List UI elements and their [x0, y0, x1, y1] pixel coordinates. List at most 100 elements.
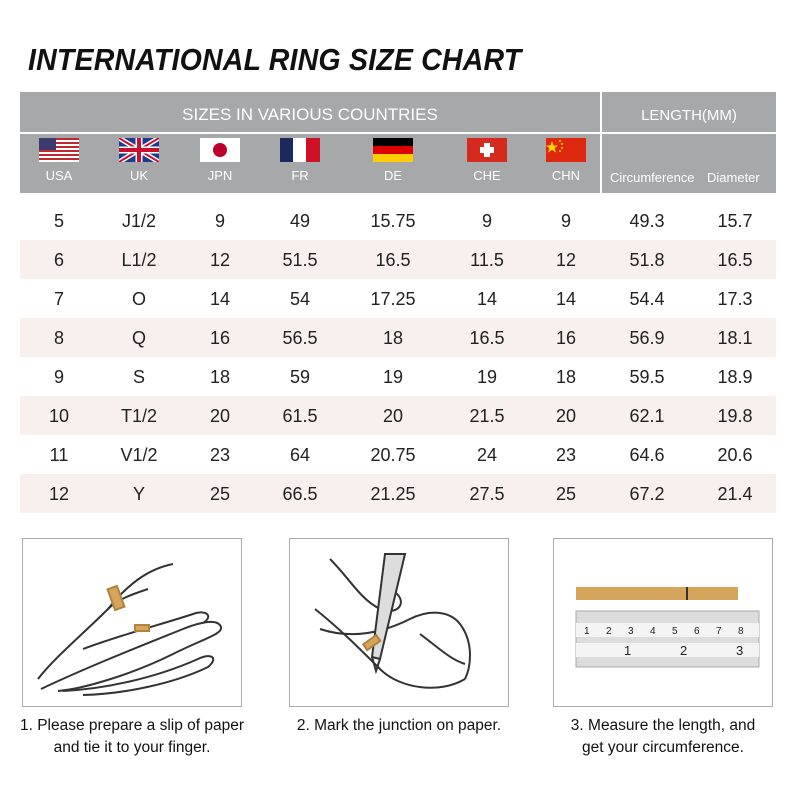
cell-circumference: 64.6	[629, 445, 665, 465]
table-row: 5 J1/2 9 49 15.75 9 9 49.3 15.7	[20, 201, 776, 240]
cell-chn: 12	[555, 250, 577, 270]
hand-with-paper-icon	[37, 563, 223, 696]
cell-chn: 25	[555, 484, 577, 504]
step-2-caption: 2. Mark the junction on paper.	[269, 715, 529, 737]
cell-jpn: 12	[209, 250, 231, 270]
cell-jpn: 9	[214, 211, 225, 231]
cell-de: 17.25	[370, 289, 416, 309]
country-jpn: JPN	[185, 138, 255, 183]
cell-diameter: 20.6	[717, 445, 753, 465]
cell-usa: 8	[53, 328, 64, 348]
cell-circumference: 49.3	[629, 211, 665, 231]
caption-line: 1. Please prepare a slip of paper	[19, 717, 245, 734]
country-fr: FR	[265, 138, 335, 183]
country-label: FR	[291, 168, 309, 183]
cell-circumference: 54.4	[629, 289, 665, 309]
cell-jpn: 18	[209, 367, 231, 387]
cell-uk: T1/2	[120, 406, 158, 426]
table-row: 8 Q 16 56.5 18 16.5 16 56.9 18.1	[20, 318, 776, 357]
cell-uk: Y	[132, 484, 145, 504]
cell-usa: 6	[53, 250, 64, 270]
cell-uk: O	[131, 289, 146, 309]
table-row: 12 Y 25 66.5 21.25 27.5 25 67.2 21.4	[20, 474, 776, 513]
cell-chn: 18	[555, 367, 577, 387]
cell-diameter: 18.9	[717, 367, 753, 387]
ruler-cm-label: 1	[584, 626, 590, 637]
us-flag-icon	[39, 138, 79, 162]
cell-uk: S	[132, 367, 145, 387]
switzerland-flag-icon	[467, 138, 507, 162]
ruler-cm-label: 8	[738, 626, 744, 637]
cell-de: 21.25	[370, 484, 416, 504]
cell-chn: 23	[555, 445, 577, 465]
cell-uk: Q	[131, 328, 146, 348]
cell-fr: 49	[289, 211, 311, 231]
step-3-caption: 3. Measure the length, and get your circu…	[533, 715, 793, 759]
cell-fr: 54	[289, 289, 311, 309]
germany-flag-icon	[373, 138, 413, 162]
country-uk: UK	[104, 138, 174, 183]
cell-chn: 14	[555, 289, 577, 309]
cell-fr: 59	[289, 367, 311, 387]
cell-jpn: 23	[209, 445, 231, 465]
cell-jpn: 25	[209, 484, 231, 504]
cell-chn: 20	[555, 406, 577, 426]
cell-che: 27.5	[469, 484, 505, 504]
japan-flag-icon	[200, 138, 240, 162]
table-row: 10 T1/2 20 61.5 20 21.5 20 62.1 19.8	[20, 396, 776, 435]
ruler-cm-label: 7	[716, 626, 722, 637]
circumference-label: Circumference	[610, 170, 695, 185]
table-header: SIZES IN VARIOUS COUNTRIES LENGTH(MM) US…	[20, 92, 776, 193]
cell-circumference: 67.2	[629, 484, 665, 504]
country-chn: CHN	[531, 138, 601, 183]
length-heading: LENGTH(MM)	[641, 107, 737, 124]
cell-uk: L1/2	[121, 250, 157, 270]
cell-jpn: 20	[209, 406, 231, 426]
page-title: INTERNATIONAL RING SIZE CHART	[28, 42, 522, 77]
marking-pen-icon	[314, 553, 471, 689]
cell-diameter: 21.4	[717, 484, 753, 504]
country-label: DE	[383, 168, 403, 183]
cell-usa: 11	[49, 445, 69, 465]
ruler-cm-label: 3	[628, 626, 634, 637]
cell-fr: 51.5	[282, 250, 318, 270]
ruler-cm-label: 2	[606, 626, 612, 637]
cell-diameter: 17.3	[717, 289, 753, 309]
paper-strip	[576, 587, 738, 600]
cell-de: 16.5	[375, 250, 411, 270]
caption-line: 3. Measure the length, and	[570, 717, 756, 734]
country-label: CHE	[473, 168, 501, 183]
china-flag-icon	[546, 138, 586, 162]
cell-jpn: 14	[209, 289, 231, 309]
cell-circumference: 56.9	[629, 328, 665, 348]
country-che: CHE	[452, 138, 522, 183]
country-de: DE	[358, 138, 428, 183]
country-label: UK	[129, 168, 149, 183]
country-label: JPN	[207, 168, 233, 183]
country-label: CHN	[551, 168, 581, 183]
ruler-measure-icon: 1 2 3 4 5 6 7 8 1 2 3	[575, 587, 760, 668]
cell-fr: 61.5	[282, 406, 318, 426]
cell-che: 14	[476, 289, 498, 309]
cell-fr: 66.5	[282, 484, 318, 504]
cell-circumference: 51.8	[629, 250, 665, 270]
cell-chn: 16	[555, 328, 577, 348]
cell-jpn: 16	[209, 328, 231, 348]
cell-usa: 12	[48, 484, 70, 504]
caption-line: and tie it to your finger.	[53, 739, 211, 756]
cell-de: 18	[382, 328, 404, 348]
step-1-caption: 1. Please prepare a slip of paper and tie…	[2, 715, 262, 759]
sizes-heading: SIZES IN VARIOUS COUNTRIES	[182, 105, 438, 124]
cell-de: 15.75	[370, 211, 416, 231]
cell-de: 20.75	[370, 445, 416, 465]
ruler	[575, 610, 760, 668]
cell-diameter: 18.1	[717, 328, 753, 348]
step-3-illustration: 1 2 3 4 5 6 7 8 1 2 3	[553, 538, 773, 707]
cell-che: 11.5	[470, 250, 504, 270]
cell-usa: 5	[53, 211, 64, 231]
cell-de: 19	[382, 367, 404, 387]
country-label: USA	[45, 168, 73, 183]
step-2-illustration	[289, 538, 509, 707]
cell-circumference: 62.1	[629, 406, 665, 426]
cell-fr: 56.5	[282, 328, 318, 348]
